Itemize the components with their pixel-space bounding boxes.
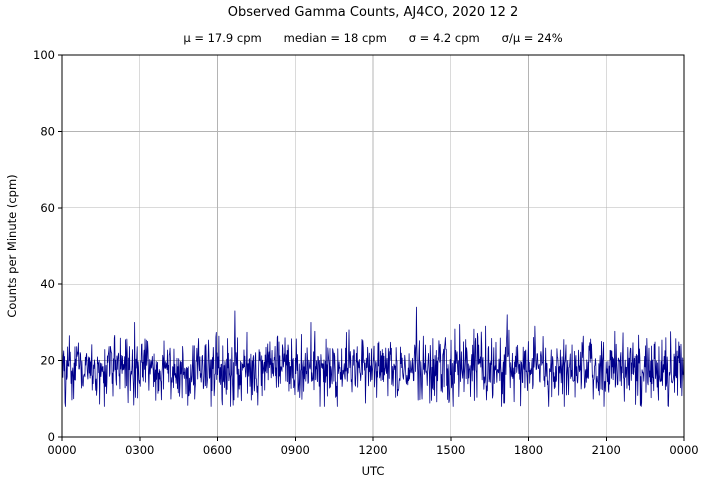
x-tick-label: 1800 [514, 443, 543, 457]
x-tick-label: 0000 [669, 443, 698, 457]
y-axis-label: Counts per Minute (cpm) [5, 174, 19, 317]
x-tick-label: 0900 [281, 443, 310, 457]
data-layer [61, 306, 685, 407]
x-axis-label: UTC [362, 464, 385, 478]
y-tick-label: 0 [48, 430, 55, 444]
y-tick-label: 20 [40, 354, 55, 368]
chart-stats-line: μ = 17.9 cpm median = 18 cpm σ = 4.2 cpm… [183, 31, 563, 45]
y-tick-label: 40 [40, 277, 55, 291]
x-tick-label: 0300 [125, 443, 154, 457]
x-tick-label: 2100 [592, 443, 621, 457]
x-tick-label: 1200 [358, 443, 387, 457]
y-tick-label: 80 [40, 124, 55, 138]
y-tick-label: 60 [40, 201, 55, 215]
y-tick-label: 100 [33, 48, 55, 62]
axis-layer: 0 20 40 60 80 100 0000 0300 0600 0900 1200 1500 1800… [33, 48, 699, 457]
x-tick-label: 1500 [436, 443, 465, 457]
gamma-series-line [61, 306, 685, 407]
plot-frame [61, 54, 685, 438]
x-tick-label: 0600 [203, 443, 232, 457]
x-tick-label: 0000 [47, 443, 76, 457]
chart-title: Observed Gamma Counts, AJ4CO, 2020 12 2 [227, 5, 519, 20]
